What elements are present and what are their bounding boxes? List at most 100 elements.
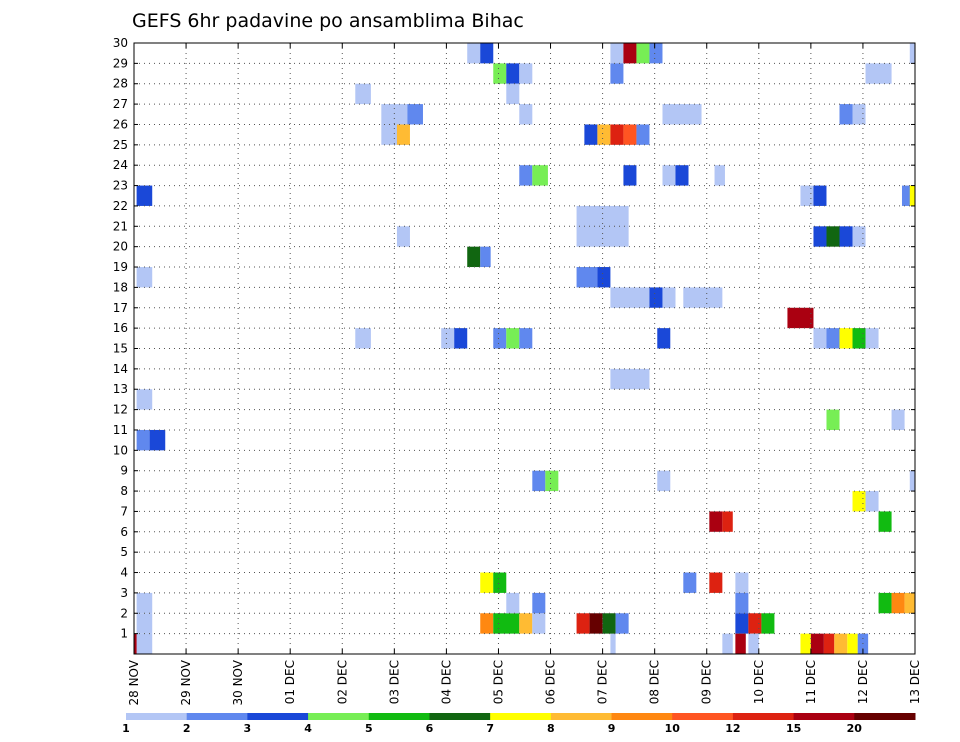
- heatmap-cell: [136, 267, 153, 288]
- heatmap-cell: [610, 368, 650, 390]
- colorbar-segment: [368, 713, 430, 720]
- y-tick-label: 16: [113, 321, 128, 335]
- heatmap-cell: [722, 633, 733, 654]
- heatmap-cell: [636, 124, 650, 145]
- x-tick-label: 06 DEC: [544, 660, 558, 704]
- colorbar-segment: [672, 713, 734, 720]
- heatmap-cell: [852, 104, 866, 125]
- heatmap-cell: [493, 328, 507, 349]
- colorbar-label: 15: [786, 722, 801, 735]
- heatmap-cell: [735, 592, 749, 614]
- heatmap-cell: [748, 613, 762, 634]
- x-axis-ticks: 28 NOV 29 NOV 30 NOV 01 DEC 02 DEC 03 DEC 04 D…: [127, 43, 922, 706]
- heatmap-cell: [826, 328, 840, 349]
- y-tick-label: 30: [113, 36, 128, 50]
- heatmap-cell: [519, 328, 533, 349]
- heatmap-cell: [396, 124, 410, 145]
- colorbar-segment: [854, 713, 916, 720]
- heatmap-cell: [852, 491, 866, 512]
- heatmap-cell: [136, 592, 153, 614]
- heatmap-cell: [519, 104, 533, 125]
- x-tick-label: 29 NOV: [179, 659, 193, 705]
- x-tick-label: 13 DEC: [908, 660, 922, 704]
- heatmap-cell: [787, 307, 814, 329]
- colorbar-label: 20: [847, 722, 863, 735]
- colorbar-label: 6: [426, 722, 434, 735]
- heatmap-cell: [576, 267, 598, 288]
- heatmap-cell: [610, 287, 650, 308]
- heatmap-cell: [623, 165, 637, 186]
- x-tick-label: 04 DEC: [439, 660, 453, 704]
- y-tick-label: 18: [113, 280, 128, 294]
- heatmap-cell: [735, 633, 746, 654]
- heatmap-cell: [506, 592, 520, 614]
- heatmap-cell: [839, 226, 853, 247]
- y-tick-label: 21: [113, 219, 128, 233]
- heatmap-cell: [602, 613, 616, 634]
- heatmap-cell: [610, 43, 624, 64]
- heatmap-cell: [813, 185, 827, 206]
- heatmap-cell: [847, 633, 858, 654]
- colorbar-label: 2: [183, 722, 191, 735]
- heatmap-cell: [683, 572, 697, 593]
- heatmap-cell: [675, 165, 689, 186]
- x-tick-label: 28 NOV: [127, 659, 141, 705]
- heatmap-cell: [381, 104, 408, 125]
- y-tick-label: 3: [120, 586, 128, 600]
- heatmap-cell: [467, 43, 481, 64]
- x-tick-label: 07 DEC: [596, 660, 610, 704]
- colorbar-segment: [186, 713, 248, 720]
- heatmap-cell: [839, 328, 853, 349]
- x-tick-label: 30 NOV: [231, 659, 245, 705]
- heatmap-cell: [597, 124, 611, 145]
- colorbar-label: 9: [608, 722, 616, 735]
- heatmap-cell: [610, 633, 616, 654]
- heatmap-cell: [839, 104, 853, 125]
- heatmap-cell: [532, 592, 546, 614]
- heatmap-cell: [136, 633, 153, 654]
- heatmap-cell: [649, 287, 663, 308]
- heatmap-cell: [709, 572, 723, 593]
- colorbar-label: 3: [244, 722, 252, 735]
- heatmap-cell: [506, 83, 520, 105]
- y-tick-label: 24: [113, 158, 128, 172]
- x-tick-label: 12 DEC: [856, 660, 870, 704]
- y-tick-label: 25: [113, 138, 128, 152]
- y-tick-label: 5: [120, 545, 128, 559]
- y-tick-label: 7: [120, 504, 128, 518]
- heatmap-cell: [657, 328, 671, 349]
- heatmap-cell: [519, 63, 533, 84]
- heatmap-cell: [454, 328, 468, 349]
- colorbar-segment: [490, 713, 552, 720]
- heatmap-cell: [610, 63, 624, 84]
- x-tick-label: 10 DEC: [752, 660, 766, 704]
- y-tick-label: 15: [113, 342, 128, 356]
- heatmap-cell: [662, 104, 702, 125]
- y-tick-label: 13: [113, 382, 128, 396]
- heatmap-cell: [480, 246, 491, 268]
- y-tick-label: 22: [113, 199, 128, 213]
- heatmap-cell: [545, 470, 559, 492]
- x-tick-label: 09 DEC: [700, 660, 714, 704]
- heatmap-cell: [909, 43, 915, 64]
- heatmap-cell: [493, 63, 507, 84]
- colorbar-segment: [732, 713, 795, 720]
- heatmap-cell: [355, 328, 371, 349]
- colorbar-segment: [247, 713, 309, 720]
- heatmap-cell: [722, 511, 733, 532]
- heatmap-cell: [636, 43, 650, 64]
- y-tick-label: 14: [113, 362, 128, 376]
- heatmap-cell: [823, 633, 835, 654]
- heatmap-cell: [891, 592, 905, 614]
- heatmap-cell: [878, 592, 892, 614]
- y-tick-label: 17: [113, 301, 128, 315]
- heatmap-cell: [865, 63, 892, 84]
- heatmap-cell: [519, 613, 533, 634]
- heatmap-cell: [136, 389, 153, 410]
- colorbar-label: 10: [665, 722, 681, 735]
- y-tick-label: 28: [113, 77, 128, 91]
- heatmap-cell: [813, 328, 827, 349]
- heatmap-cell: [149, 429, 166, 451]
- heatmap-cell: [657, 470, 671, 492]
- heatmap-cell: [649, 43, 663, 64]
